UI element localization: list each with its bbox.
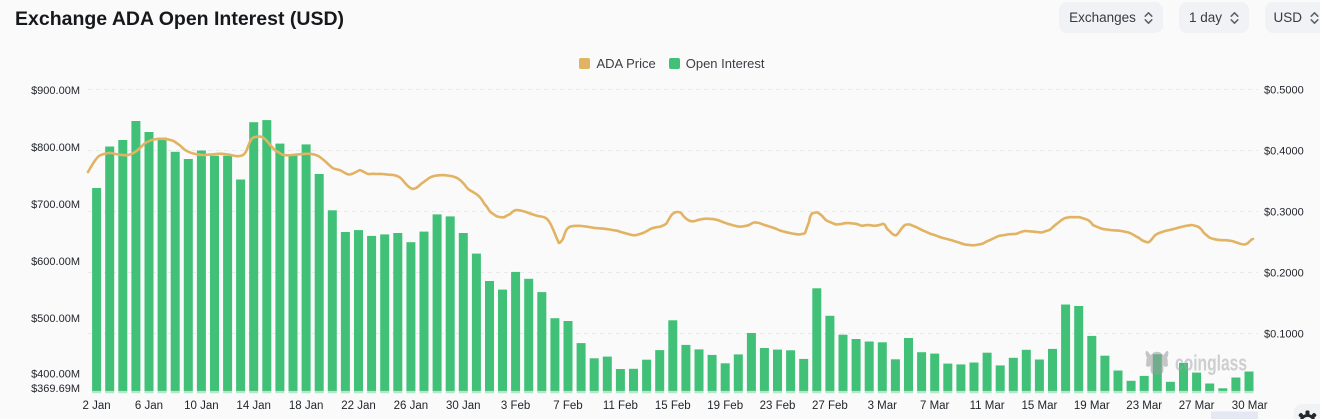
svg-text:$0.5000: $0.5000: [1264, 84, 1304, 96]
svg-text:$600.00M: $600.00M: [31, 256, 80, 268]
svg-text:22 Jan: 22 Jan: [341, 400, 376, 412]
svg-text:23 Mar: 23 Mar: [1126, 400, 1162, 412]
svg-text:30 Mar: 30 Mar: [1232, 400, 1268, 412]
svg-text:27 Mar: 27 Mar: [1179, 400, 1215, 412]
svg-text:15 Mar: 15 Mar: [1022, 400, 1058, 412]
svg-text:$0.4000: $0.4000: [1264, 145, 1304, 157]
svg-text:15 Feb: 15 Feb: [655, 400, 691, 412]
svg-text:26 Jan: 26 Jan: [394, 400, 429, 412]
svg-text:coinglass: coinglass: [1175, 351, 1247, 376]
svg-text:7 Mar: 7 Mar: [920, 400, 950, 412]
svg-text:$0.1000: $0.1000: [1264, 328, 1304, 340]
svg-text:18 Jan: 18 Jan: [289, 400, 324, 412]
svg-text:30 Jan: 30 Jan: [446, 400, 481, 412]
svg-text:$700.00M: $700.00M: [31, 199, 80, 211]
svg-text:3 Feb: 3 Feb: [501, 400, 530, 412]
svg-text:$0.2000: $0.2000: [1264, 267, 1304, 279]
svg-text:3 Mar: 3 Mar: [868, 400, 898, 412]
svg-text:19 Feb: 19 Feb: [707, 400, 743, 412]
svg-text:$500.00M: $500.00M: [31, 313, 80, 325]
svg-text:$800.00M: $800.00M: [31, 142, 80, 154]
svg-text:7 Feb: 7 Feb: [553, 400, 582, 412]
svg-text:27 Feb: 27 Feb: [812, 400, 848, 412]
svg-text:$900.00M: $900.00M: [31, 85, 80, 97]
svg-text:$400.00M: $400.00M: [31, 368, 80, 380]
svg-text:23 Feb: 23 Feb: [760, 400, 796, 412]
svg-text:11 Mar: 11 Mar: [970, 400, 1005, 412]
svg-text:14 Jan: 14 Jan: [236, 400, 271, 412]
svg-text:19 Mar: 19 Mar: [1074, 400, 1110, 412]
svg-text:$369.69M: $369.69M: [31, 383, 80, 395]
svg-text:6 Jan: 6 Jan: [135, 400, 163, 412]
svg-text:2 Jan: 2 Jan: [83, 400, 111, 412]
svg-text:10 Jan: 10 Jan: [184, 400, 219, 412]
svg-text:11 Feb: 11 Feb: [603, 400, 638, 412]
svg-text:$0.3000: $0.3000: [1264, 206, 1304, 218]
